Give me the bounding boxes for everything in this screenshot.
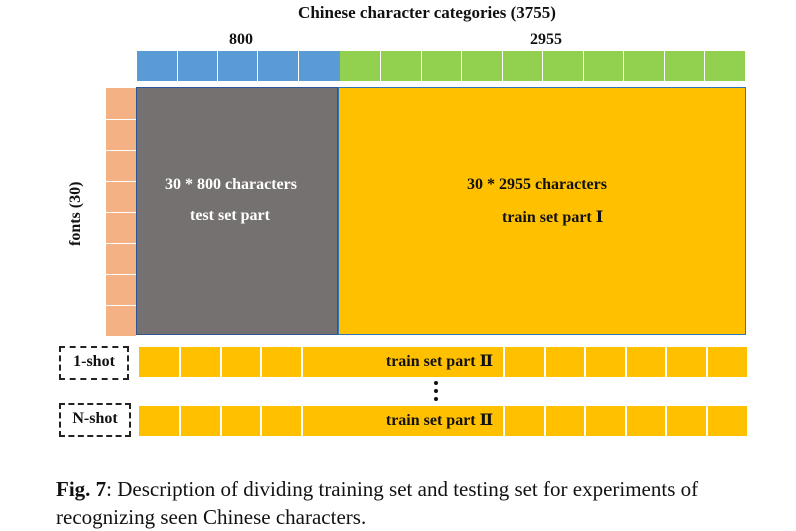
fonts-axis-label: fonts (30): [67, 181, 84, 246]
figure-caption: Fig. 7: Description of dividing training…: [56, 475, 756, 531]
test-set-block: 30 * 800 characters test set part: [136, 87, 338, 335]
one-shot-box: 1-shot: [59, 346, 129, 380]
caption-text: : Description of dividing training set a…: [56, 477, 699, 529]
fonts-column: [106, 88, 136, 336]
ellipsis-dots: [431, 381, 441, 405]
one-shot-row: train set part Ⅱ: [139, 347, 747, 377]
n-shot-row: train set part Ⅱ: [139, 406, 747, 436]
one-shot-row-label: train set part Ⅱ: [385, 353, 494, 370]
test-block-count: 30 * 800 characters: [165, 176, 297, 193]
train-category-count: 2955: [530, 31, 562, 48]
n-shot-row-label: train set part Ⅱ: [385, 412, 494, 429]
train-block-label: train set part Ⅰ: [502, 209, 604, 226]
test-block-label: test set part: [190, 207, 270, 224]
train-category-bar: [340, 51, 745, 81]
train-set-block: 30 * 2955 characters train set part Ⅰ: [338, 87, 746, 335]
test-category-bar: [137, 51, 340, 81]
train-block-count: 30 * 2955 characters: [467, 176, 607, 193]
n-shot-box: N-shot: [59, 403, 131, 437]
test-category-count: 800: [229, 31, 253, 48]
diagram-title: Chinese character categories (3755): [298, 3, 556, 22]
figure-number: Fig. 7: [56, 477, 107, 501]
